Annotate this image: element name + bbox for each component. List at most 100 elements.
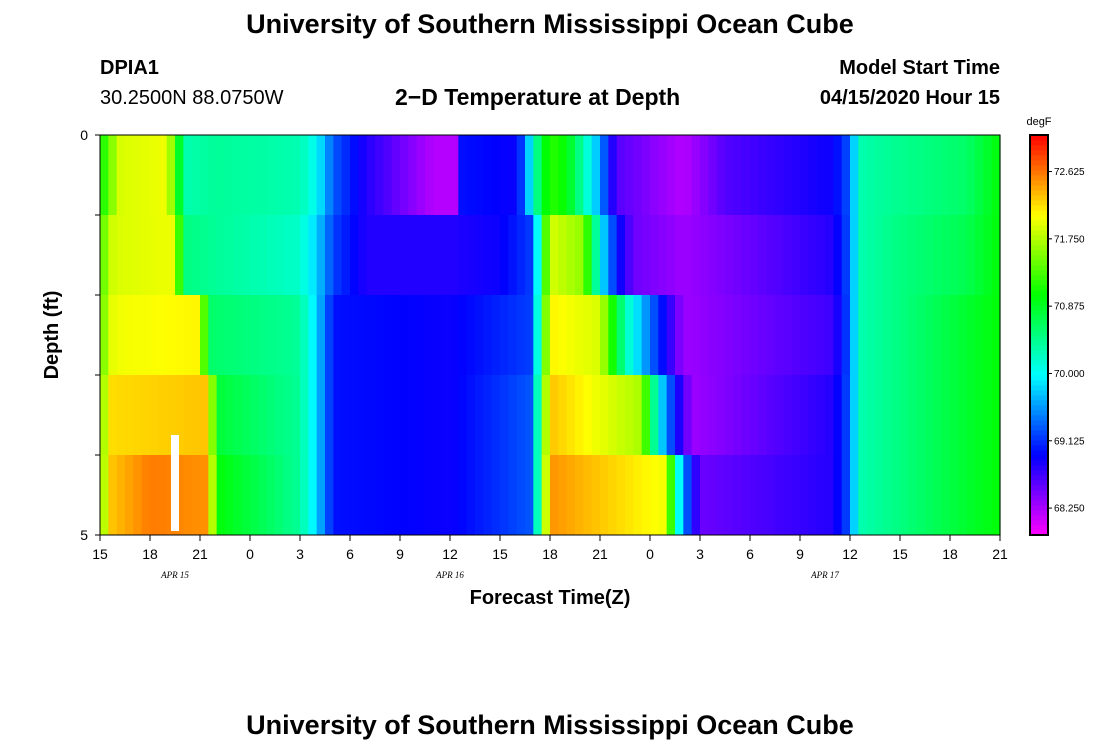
colorbar-segment: [1030, 254, 1048, 261]
colorbar-tick-label: 72.625: [1054, 167, 1085, 178]
heatmap-cell: [608, 215, 618, 296]
heatmap-cell: [841, 215, 851, 296]
heatmap-cell: [150, 295, 159, 376]
heatmap-cell: [841, 135, 851, 216]
heatmap-cell: [900, 455, 909, 536]
heatmap-cell: [591, 375, 601, 456]
heatmap-cell: [358, 215, 368, 296]
heatmap-cell: [741, 215, 751, 296]
heatmap-cell: [425, 375, 434, 456]
x-tick-label: 3: [296, 546, 304, 562]
heatmap-cell: [316, 295, 326, 376]
heatmap-cell: [966, 295, 976, 376]
heatmap-cell: [408, 375, 418, 456]
y-tick-label: 5: [80, 527, 88, 543]
heatmap-cell: [900, 135, 909, 216]
heatmap-cell: [983, 375, 993, 456]
heatmap-cell: [733, 295, 743, 376]
heatmap-cell: [633, 295, 643, 376]
heatmap-cell: [291, 135, 301, 216]
heatmap-cell: [283, 295, 293, 376]
heatmap-cell: [991, 375, 1001, 456]
heatmap-cell: [683, 135, 693, 216]
heatmap-cell: [183, 455, 193, 536]
colorbar-segment: [1030, 364, 1048, 371]
heatmap-cell: [250, 455, 259, 536]
heatmap-cell: [900, 375, 909, 456]
heatmap-cell: [541, 295, 551, 376]
heatmap-cell: [158, 295, 168, 376]
heatmap-cell: [475, 135, 484, 216]
heatmap-cell: [750, 295, 759, 376]
colorbar-segment: [1030, 169, 1048, 176]
heatmap-cell: [491, 455, 501, 536]
heatmap-cell: [375, 135, 384, 216]
heatmap-cell: [908, 295, 918, 376]
x-tick-label: 18: [942, 546, 958, 562]
colorbar-segment: [1030, 144, 1048, 151]
heatmap-cell: [850, 135, 859, 216]
heatmap-cell: [708, 215, 718, 296]
x-tick-label: 21: [592, 546, 608, 562]
heatmap-cell: [133, 295, 143, 376]
heatmap-cell: [208, 135, 218, 216]
heatmap-cell: [933, 455, 943, 536]
heatmap-cell: [425, 135, 434, 216]
heatmap-cell: [725, 375, 734, 456]
heatmap-cell: [450, 455, 459, 536]
heatmap-cell: [808, 455, 818, 536]
heatmap-cell: [666, 455, 676, 536]
heatmap-cell: [500, 295, 509, 376]
heatmap-cell: [525, 375, 534, 456]
heatmap-cell: [325, 215, 334, 296]
heatmap-cell: [183, 295, 193, 376]
heatmap-cell: [816, 215, 826, 296]
heatmap-cell: [558, 455, 568, 536]
heatmap-cell: [425, 455, 434, 536]
heatmap-cell: [566, 375, 576, 456]
heatmap-cell: [875, 375, 884, 456]
heatmap-cell: [141, 375, 151, 456]
heatmap-cell: [241, 455, 251, 536]
heatmap-cell: [991, 135, 1001, 216]
heatmap-cell: [133, 135, 143, 216]
heatmap-cell: [291, 455, 301, 536]
heatmap-cell: [358, 375, 368, 456]
heatmap-cell: [841, 295, 851, 376]
heatmap-cell: [466, 295, 476, 376]
heatmap-cell: [516, 375, 526, 456]
heatmap-cell: [350, 375, 359, 456]
heatmap-cell: [850, 375, 859, 456]
colorbar-segment: [1030, 389, 1048, 396]
heatmap-cell: [400, 135, 409, 216]
heatmap-cell: [358, 455, 368, 536]
heatmap-cell: [633, 375, 643, 456]
colorbar-segment: [1030, 479, 1048, 486]
heatmap-cell: [791, 295, 801, 376]
heatmap-cell: [591, 455, 601, 536]
heatmap-cell: [175, 295, 184, 376]
colorbar-segment: [1030, 379, 1048, 386]
y-tick-label: 0: [80, 127, 88, 143]
heatmap-cell: [975, 375, 984, 456]
colorbar-unit-label: degF: [1026, 116, 1051, 128]
heatmap-cell: [391, 375, 401, 456]
heatmap-cell: [325, 135, 334, 216]
heatmap-cell: [308, 215, 318, 296]
heatmap-cell: [391, 295, 401, 376]
heatmap-cell: [266, 375, 276, 456]
heatmap-cell: [416, 375, 426, 456]
heatmap-cell: [558, 215, 568, 296]
heatmap-cell: [866, 455, 876, 536]
heatmap-cell: [758, 135, 768, 216]
x-tick-label: 0: [246, 546, 254, 562]
colorbar-segment: [1030, 269, 1048, 276]
heatmap-cell: [508, 135, 518, 216]
heatmap-cell: [750, 375, 759, 456]
heatmap-cell: [208, 295, 218, 376]
heatmap-cell: [333, 215, 343, 296]
colorbar-segment: [1030, 314, 1048, 321]
heatmap-cell: [200, 215, 209, 296]
heatmap-cell: [733, 375, 743, 456]
colorbar-segment: [1030, 134, 1048, 141]
